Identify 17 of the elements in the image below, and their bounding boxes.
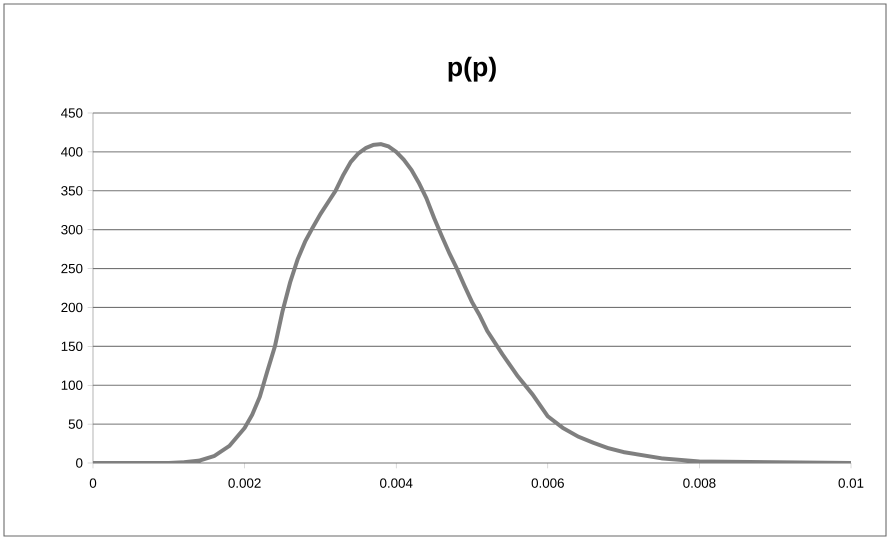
y-tick-label: 400	[61, 147, 82, 157]
y-tick-label: 300	[61, 224, 82, 234]
x-tick-label: 0.006	[532, 478, 564, 488]
x-tick-label: 0.002	[228, 478, 261, 488]
y-tick-label: 450	[61, 108, 82, 118]
x-tick-label: 0.004	[380, 478, 412, 488]
y-tick-label: 250	[61, 264, 82, 274]
y-tick-label: 350	[61, 186, 82, 196]
y-tick-label: 200	[61, 302, 82, 312]
x-tick-label: 0	[90, 478, 96, 488]
y-tick-label: 50	[68, 419, 82, 429]
chart-title: p(p)	[448, 56, 496, 82]
x-tick-label: 0.008	[683, 478, 716, 488]
x-tick-label: 0.01	[838, 478, 864, 488]
y-tick-label: 150	[62, 342, 82, 352]
y-tick-label: 0	[76, 458, 82, 468]
y-tick-label: 100	[62, 380, 82, 390]
